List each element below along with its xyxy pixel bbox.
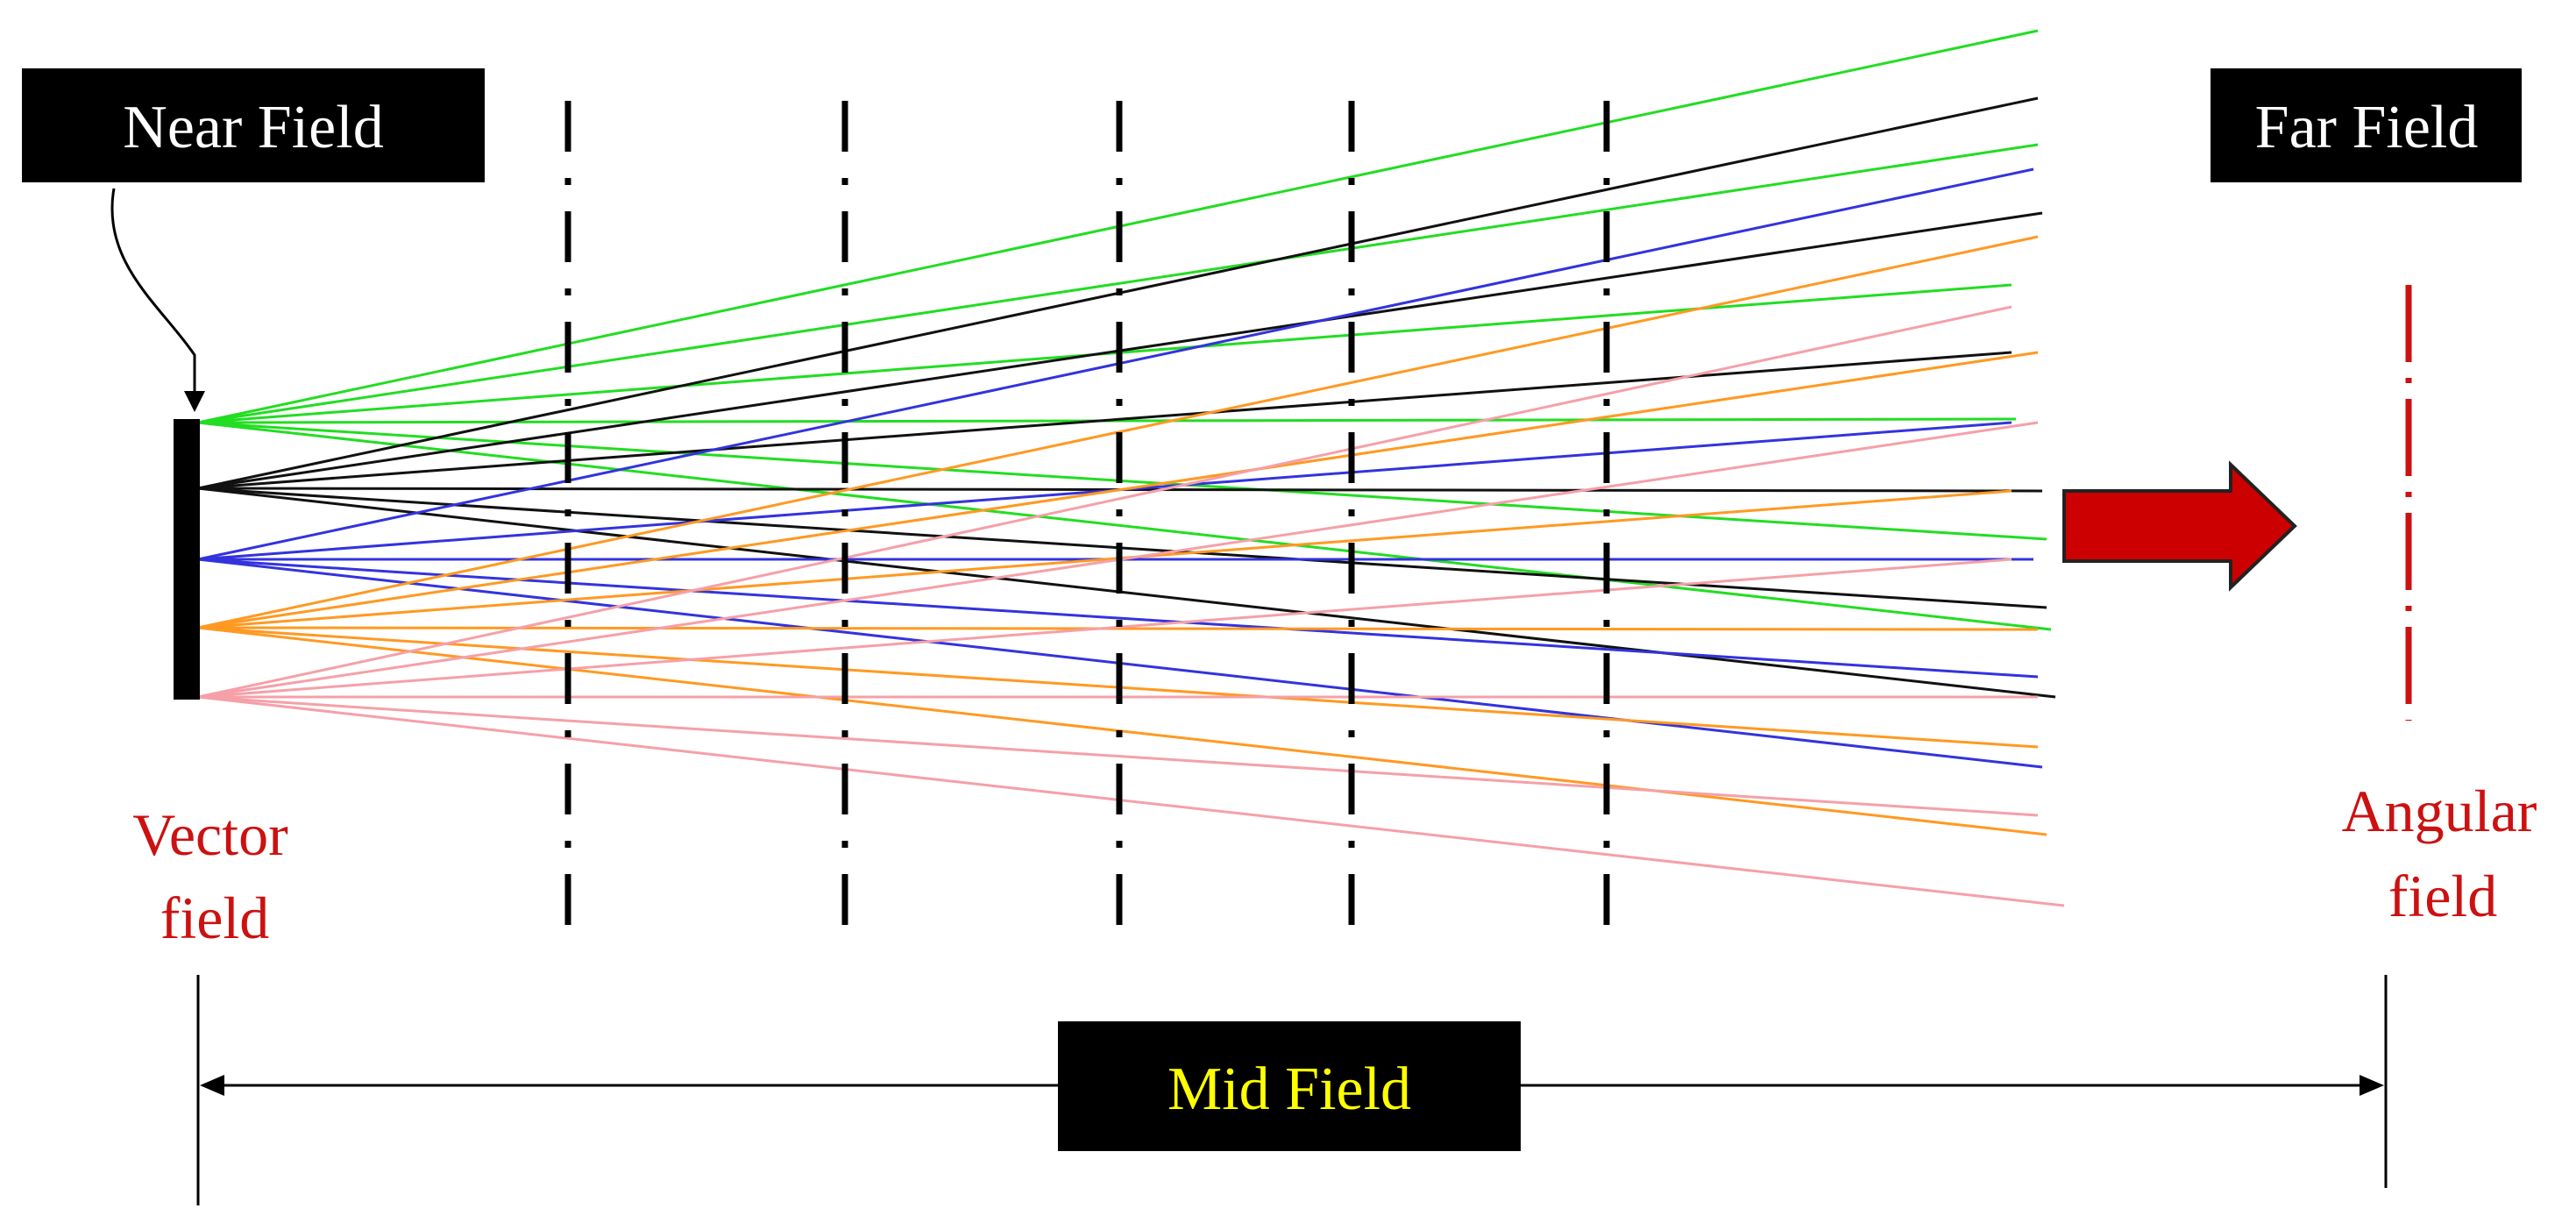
ray-blue-1	[197, 167, 2034, 561]
angular-field-label-line2: field	[2388, 863, 2498, 929]
vector-field-label-line1: Vector	[132, 801, 288, 868]
ray-black-6	[197, 487, 2056, 699]
source-aperture	[174, 419, 200, 700]
ray-pink-5	[197, 695, 2039, 817]
far-field-box	[2211, 68, 2522, 182]
ray-green-2	[197, 143, 2039, 424]
mid-field-left-arrowhead	[200, 1075, 224, 1096]
near-field-label: Near Field	[123, 94, 383, 161]
ray-black-3	[197, 351, 2012, 490]
near-field-label-box: Near Field	[22, 68, 485, 182]
vector-field-label-line2: field	[160, 885, 270, 951]
near-field-pointer-curve	[110, 188, 196, 393]
ray-orange-3	[197, 489, 2012, 629]
propagation-arrow	[2062, 460, 2297, 592]
near-field-pointer	[110, 188, 205, 412]
ray-green-6	[197, 421, 2052, 631]
ray-blue-4	[197, 558, 2039, 679]
ray-pink-6	[197, 695, 2065, 907]
ray-orange-4	[197, 626, 2039, 631]
mid-field-box	[1058, 1021, 1521, 1151]
far-field-label-box: Far Field	[2211, 68, 2522, 182]
propagation-planes	[564, 101, 1610, 931]
ray-orange-2	[197, 351, 2039, 629]
mid-field-right-arrowhead	[2360, 1075, 2384, 1096]
ray-pink-3	[197, 558, 2012, 699]
far-field-label: Far Field	[2255, 94, 2479, 161]
near-field-pointer-arrowhead	[184, 391, 205, 412]
ray-pink-1	[197, 305, 2012, 699]
mid-field-dimension: Mid Field	[196, 975, 2388, 1205]
near-field-box	[22, 68, 485, 182]
mid-field-label: Mid Field	[1167, 1056, 1411, 1123]
angular-field-label-line1: Angular	[2342, 778, 2537, 844]
